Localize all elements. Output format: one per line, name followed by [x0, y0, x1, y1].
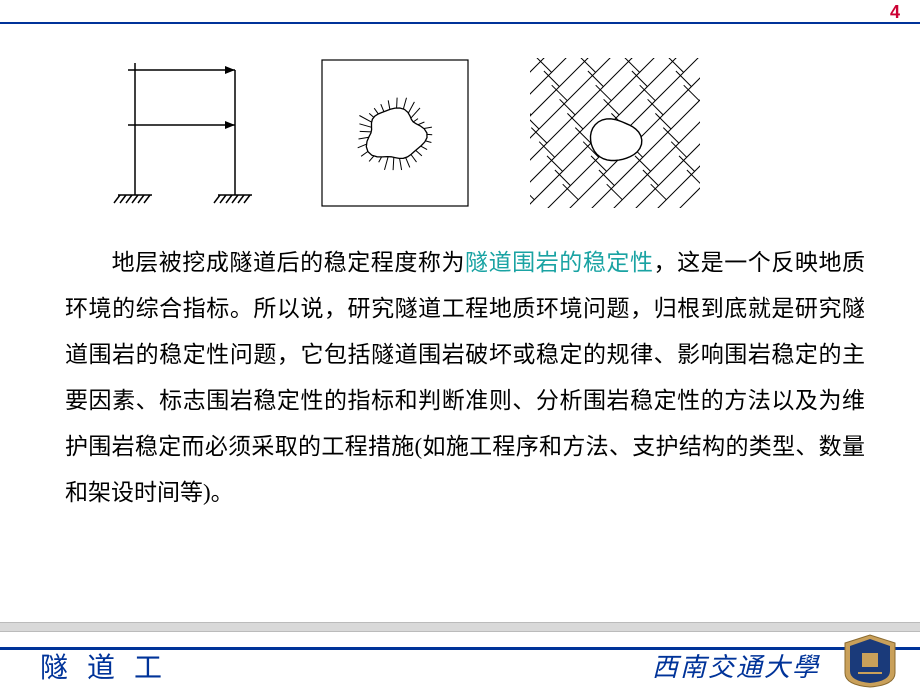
body-paragraph: 地层被挖成隧道后的稳定程度称为隧道围岩的稳定性，这是一个反映地质环境的综合指标。… — [65, 240, 865, 516]
page-number: 4 — [890, 2, 900, 23]
top-divider — [0, 22, 920, 24]
diagram-frame — [110, 55, 260, 215]
diagram-cavity-square — [320, 58, 470, 213]
diagram-row — [110, 60, 810, 210]
para-post: ，这是一个反映地质环境的综合指标。所以说，研究隧道工程地质环境问题，归根到底就是… — [65, 250, 865, 505]
diagram-cavity-joints — [530, 58, 700, 213]
para-pre: 地层被挖成隧道后的稳定程度称为 — [111, 250, 465, 275]
university-logo — [840, 633, 900, 688]
para-highlight: 隧道围岩的稳定性 — [465, 250, 654, 275]
footer-title-left: 隧 道 工 — [40, 646, 168, 686]
footer: 隧 道 工 西南交通大學 — [0, 630, 920, 690]
footer-university: 西南交通大學 — [652, 647, 820, 684]
footer-gray-bar — [0, 622, 920, 632]
